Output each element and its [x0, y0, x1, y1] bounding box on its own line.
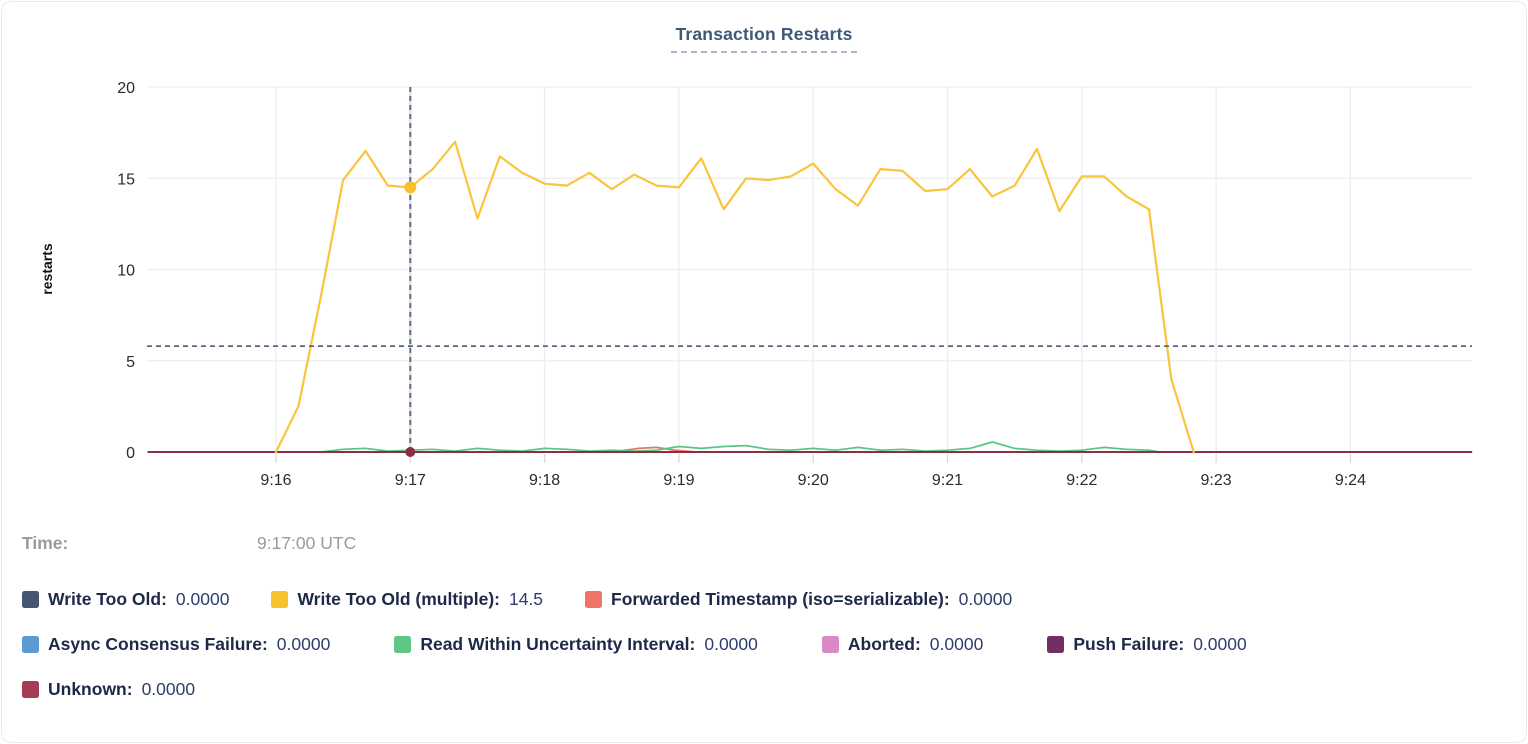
chart-title[interactable]: Transaction Restarts — [671, 24, 857, 53]
series-line — [319, 441, 1161, 453]
y-tick-label: 15 — [117, 171, 135, 188]
legend-item: Push Failure: 0.0000 — [1047, 631, 1247, 657]
legend-item: Aborted: 0.0000 — [821, 631, 984, 657]
legend-item: Write Too Old: 0.0000 — [22, 586, 229, 612]
series-value: 0.0000 — [929, 633, 984, 654]
x-tick-label: 9:24 — [1335, 472, 1366, 489]
series-name: Read Within Uncertainty Interval: — [420, 633, 696, 654]
series-value: 0.0000 — [175, 588, 230, 609]
hover-point-dot — [405, 447, 416, 457]
series-value: 0.0000 — [958, 588, 1013, 609]
series-value: 0.0000 — [704, 633, 758, 654]
x-tick-label: 9:16 — [260, 472, 291, 489]
chart-title-wrap: Transaction Restarts — [2, 24, 1526, 53]
series-name: Write Too Old: — [48, 588, 167, 609]
series-name: Write Too Old (multiple): — [297, 588, 500, 609]
series-color-swatch — [271, 590, 289, 608]
series-color-swatch — [821, 635, 839, 653]
y-tick-label: 20 — [117, 80, 135, 97]
legend-row: Unknown: 0.0000 — [22, 676, 1512, 702]
series-value: 0.0000 — [276, 633, 331, 654]
y-tick-label: 5 — [126, 354, 135, 371]
x-tick-label: 9:19 — [663, 472, 694, 489]
series-value: 0.0000 — [1193, 633, 1247, 654]
legend-row: Write Too Old: 0.0000 Write Too Old (multi… — [22, 586, 1512, 612]
series-color-swatch — [585, 590, 603, 608]
hover-point-dot — [404, 181, 417, 194]
hover-time-row: Time: 9:17:00 UTC — [22, 533, 356, 554]
restarts-chart-plot[interactable]: 0 5 10 15 20 9:16 9:17 9:18 9:19 9:20 9:21 9:22 9:23… — [2, 2, 1527, 517]
x-tick-label: 9:21 — [932, 472, 963, 489]
series-name: Forwarded Timestamp (iso=serializable): — [611, 588, 950, 609]
series-name: Unknown: — [48, 678, 133, 699]
x-tick-label: 9:18 — [529, 472, 560, 489]
series-color-swatch — [394, 635, 412, 653]
series-color-swatch — [22, 590, 39, 608]
series-value: 14.5 — [508, 588, 544, 609]
x-tick-label: 9:23 — [1201, 472, 1232, 489]
legend-item: Read Within Uncertainty Interval: 0.0000 — [394, 631, 758, 657]
hover-time-value: 9:17:00 UTC — [257, 533, 357, 553]
series-name: Async Consensus Failure: — [48, 633, 268, 654]
y-axis-title: restarts — [39, 243, 55, 295]
legend-item: Write Too Old (multiple): 14.5 — [271, 586, 543, 612]
series-legend: Write Too Old: 0.0000 Write Too Old (multi… — [22, 586, 1512, 721]
y-tick-label: 10 — [117, 263, 135, 280]
series-value: 0.0000 — [141, 678, 196, 699]
x-tick-label: 9:22 — [1066, 472, 1097, 489]
series-name: Aborted: — [847, 633, 921, 654]
legend-row: Async Consensus Failure: 0.0000 Read Withi… — [22, 631, 1512, 657]
series-name: Push Failure: — [1073, 633, 1185, 654]
x-tick-label: 9:17 — [395, 472, 426, 489]
series-color-swatch — [1047, 635, 1065, 653]
series-color-swatch — [22, 680, 39, 698]
legend-item: Unknown: 0.0000 — [22, 676, 195, 702]
hover-time-label: Time: — [22, 533, 69, 553]
series-line — [274, 140, 1195, 454]
y-tick-label: 0 — [126, 445, 135, 462]
x-tick-label: 9:20 — [798, 472, 829, 489]
legend-item: Forwarded Timestamp (iso=serializable): 0… — [585, 586, 1012, 612]
legend-item: Async Consensus Failure: 0.0000 — [22, 631, 330, 657]
series-color-swatch — [22, 635, 39, 653]
